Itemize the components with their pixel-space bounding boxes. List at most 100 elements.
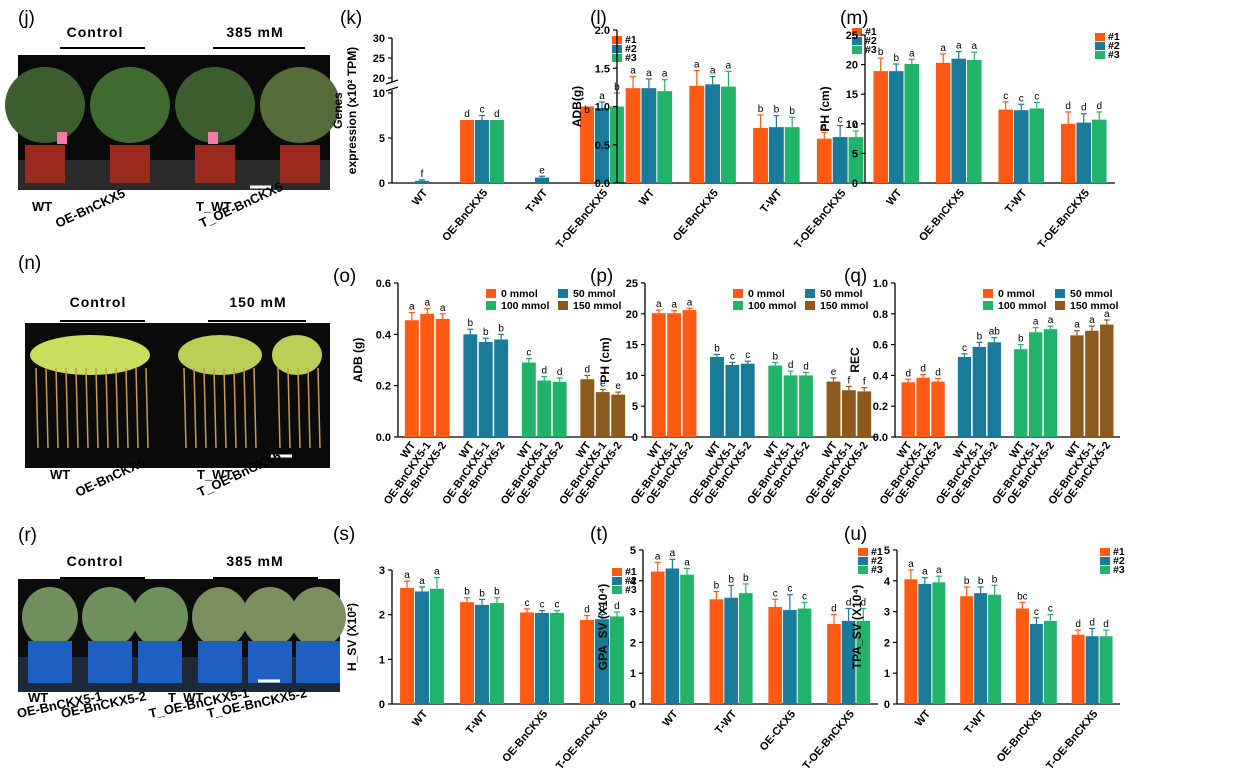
bar: [799, 375, 813, 437]
y-axis-title: PH (cm): [818, 86, 832, 131]
legend-label: 50 mmol: [820, 288, 863, 300]
y-tick-label: 1: [630, 668, 636, 680]
bar: [580, 379, 595, 437]
y-axis-title: ADB(g): [570, 86, 584, 127]
panel-label: (m): [840, 8, 868, 29]
legend-label: #2: [625, 575, 637, 587]
legend-swatch: [858, 557, 868, 565]
bar: [951, 58, 967, 183]
significance-letter: b: [774, 105, 780, 116]
significance-letter: a: [655, 551, 661, 562]
legend-label: #1: [871, 546, 883, 558]
significance-letter: e: [600, 379, 606, 390]
significance-letter: f: [863, 377, 866, 388]
legend-label: 50 mmol: [573, 288, 616, 300]
bar: [972, 346, 987, 437]
legend-swatch: [805, 301, 815, 310]
significance-letter: b: [714, 343, 720, 354]
y-tick-label: 10: [626, 370, 638, 382]
genotype-label: T_WT: [168, 690, 203, 705]
bar: [665, 568, 680, 704]
y-tick-label: 0.8: [873, 309, 888, 321]
bar: [768, 606, 783, 704]
panel-label: (l): [590, 8, 607, 29]
significance-letter: ab: [989, 327, 1001, 338]
x-tick-label: T-WT: [713, 708, 740, 737]
significance-letter: d: [831, 604, 837, 615]
treatment-header: Control: [67, 24, 124, 40]
x-tick-label: T-OE-BnCKX5: [1044, 708, 1100, 772]
y-axis-title: PH (cm): [598, 337, 612, 382]
treatment-header: Control: [67, 553, 124, 569]
x-tick-label: WT: [410, 187, 430, 208]
y-tick-label: 5: [852, 148, 858, 160]
bar: [753, 127, 768, 183]
significance-letter: c: [554, 600, 559, 611]
legend-label: #1: [625, 566, 637, 578]
bar: [475, 120, 489, 183]
y-tick-label: 1: [884, 668, 890, 680]
y-tick-label: 0.4: [376, 329, 392, 341]
significance-letter: bc: [1017, 591, 1028, 602]
bar: [1100, 324, 1114, 437]
legend-swatch: [733, 289, 743, 298]
y-tick-label: 20: [846, 60, 858, 72]
legend-swatch: [1095, 51, 1105, 59]
plant-pot: [110, 145, 150, 183]
bar: [1013, 110, 1029, 183]
significance-letter: a: [656, 299, 662, 310]
significance-letter: a: [1104, 309, 1110, 320]
significance-letter: c: [802, 591, 807, 602]
significance-letter: f: [421, 169, 424, 180]
bar: [816, 138, 832, 183]
significance-letter: a: [424, 298, 430, 309]
significance-letter: b: [893, 53, 899, 64]
significance-letter: d: [1081, 103, 1087, 114]
legend-label: 100 mmol: [748, 300, 797, 312]
bar: [967, 59, 982, 183]
bar: [873, 71, 888, 183]
bar: [957, 356, 972, 437]
significance-letter: d: [1097, 101, 1103, 112]
significance-letter: a: [687, 297, 693, 308]
y-tick-label: 4: [884, 576, 891, 588]
bar: [1029, 623, 1043, 704]
legend-label: #1: [865, 26, 877, 38]
bar: [918, 583, 932, 704]
significance-letter: a: [972, 41, 978, 52]
plant-foliage: [90, 67, 170, 143]
bar: [710, 356, 724, 437]
legend-swatch: [1055, 289, 1065, 298]
plant-pot: [138, 641, 182, 683]
seedling-leaves: [272, 335, 322, 375]
significance-letter: d: [557, 367, 563, 378]
plant-pot: [248, 641, 292, 683]
legend-swatch: [612, 568, 622, 576]
plant-pot: [280, 145, 320, 183]
significance-letter: a: [1074, 320, 1080, 331]
bar: [651, 313, 666, 437]
bar: [1043, 329, 1058, 437]
legend-swatch: [486, 289, 496, 298]
chart-k: (k) 0 5 10 20 25 30 Genes expression (x10² TPM) f…: [331, 8, 637, 251]
significance-letter: d: [905, 368, 911, 379]
plant-foliage: [175, 67, 255, 143]
significance-letter: d: [861, 598, 867, 609]
bar: [641, 88, 657, 183]
significance-letter: b: [964, 576, 970, 587]
x-tick-label: T-OE-BnCKX5: [1036, 187, 1092, 251]
bar: [595, 392, 610, 437]
bar: [841, 620, 856, 704]
treatment-header: Control: [70, 294, 127, 310]
legend-label: 50 mmol: [1070, 288, 1113, 300]
axis-break-mark: [385, 79, 399, 85]
significance-letter: b: [584, 105, 590, 116]
panel-label: (s): [333, 524, 355, 545]
bar: [580, 620, 595, 704]
bar: [998, 109, 1013, 183]
significance-letter: b: [978, 576, 984, 587]
legend-label: 100 mmol: [998, 300, 1047, 312]
legend-swatch: [612, 577, 622, 585]
y-tick-label: 0.6: [376, 278, 391, 290]
